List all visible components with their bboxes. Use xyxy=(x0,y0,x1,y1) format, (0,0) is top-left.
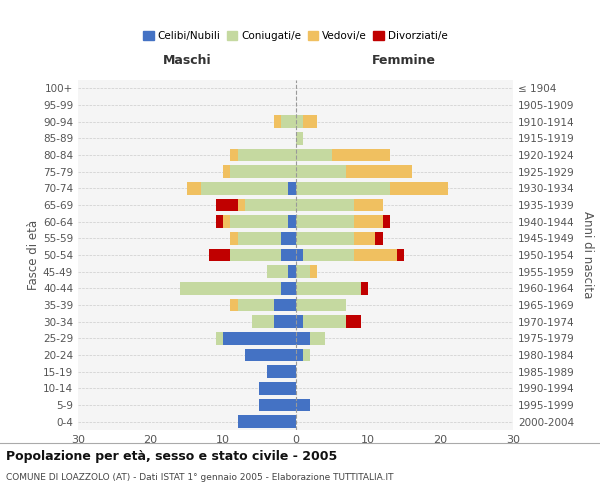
Bar xyxy=(296,199,353,211)
Bar xyxy=(303,248,353,261)
Bar xyxy=(216,216,223,228)
Bar xyxy=(303,349,310,361)
Bar xyxy=(230,149,238,162)
Bar xyxy=(296,116,303,128)
Bar xyxy=(266,366,296,378)
Bar xyxy=(390,182,448,194)
Bar xyxy=(353,248,397,261)
Bar xyxy=(281,116,296,128)
Bar xyxy=(230,232,238,244)
Bar xyxy=(296,132,303,144)
Bar xyxy=(296,248,303,261)
Bar xyxy=(296,349,303,361)
Bar xyxy=(230,248,281,261)
Bar xyxy=(310,332,325,344)
Bar xyxy=(179,282,281,294)
Bar xyxy=(397,248,404,261)
Text: Popolazione per età, sesso e stato civile - 2005: Popolazione per età, sesso e stato civil… xyxy=(6,450,337,463)
Bar xyxy=(238,298,274,311)
Bar xyxy=(288,182,296,194)
Bar xyxy=(353,199,383,211)
Bar xyxy=(230,166,296,178)
Bar xyxy=(346,166,412,178)
Bar xyxy=(281,282,296,294)
Bar xyxy=(296,182,390,194)
Bar xyxy=(230,298,238,311)
Bar xyxy=(187,182,201,194)
Bar xyxy=(230,216,288,228)
Bar xyxy=(296,399,310,411)
Bar xyxy=(216,199,238,211)
Bar xyxy=(209,248,230,261)
Bar xyxy=(296,332,310,344)
Bar xyxy=(296,316,303,328)
Bar xyxy=(281,248,296,261)
Bar xyxy=(346,316,361,328)
Bar xyxy=(296,232,353,244)
Bar xyxy=(259,399,296,411)
Y-axis label: Anni di nascita: Anni di nascita xyxy=(581,212,594,298)
Bar xyxy=(274,116,281,128)
Bar xyxy=(296,216,353,228)
Bar xyxy=(353,216,383,228)
Bar xyxy=(274,316,296,328)
Bar xyxy=(238,232,281,244)
Bar xyxy=(245,349,296,361)
Bar xyxy=(332,149,390,162)
Bar xyxy=(303,116,317,128)
Bar xyxy=(353,232,375,244)
Text: COMUNE DI LOAZZOLO (AT) - Dati ISTAT 1° gennaio 2005 - Elaborazione TUTTITALIA.I: COMUNE DI LOAZZOLO (AT) - Dati ISTAT 1° … xyxy=(6,472,394,482)
Bar xyxy=(223,332,296,344)
Bar xyxy=(288,216,296,228)
Text: Maschi: Maschi xyxy=(163,54,211,66)
Legend: Celibi/Nubili, Coniugati/e, Vedovi/e, Divorziati/e: Celibi/Nubili, Coniugati/e, Vedovi/e, Di… xyxy=(141,29,450,43)
Bar xyxy=(361,282,368,294)
Bar xyxy=(201,182,288,194)
Bar xyxy=(252,316,274,328)
Bar xyxy=(288,266,296,278)
Bar xyxy=(310,266,317,278)
Bar xyxy=(223,216,230,228)
Bar xyxy=(296,166,346,178)
Bar xyxy=(245,199,296,211)
Bar xyxy=(296,149,332,162)
Bar xyxy=(238,199,245,211)
Bar xyxy=(238,416,296,428)
Bar xyxy=(223,166,230,178)
Bar xyxy=(296,266,310,278)
Text: Femmine: Femmine xyxy=(372,54,436,66)
Bar xyxy=(274,298,296,311)
Bar xyxy=(216,332,223,344)
Bar xyxy=(296,282,361,294)
Bar xyxy=(383,216,390,228)
Bar xyxy=(266,266,288,278)
Bar xyxy=(259,382,296,394)
Bar xyxy=(303,316,346,328)
Bar xyxy=(281,232,296,244)
Y-axis label: Fasce di età: Fasce di età xyxy=(27,220,40,290)
Bar xyxy=(238,149,296,162)
Bar xyxy=(375,232,383,244)
Bar xyxy=(296,298,346,311)
